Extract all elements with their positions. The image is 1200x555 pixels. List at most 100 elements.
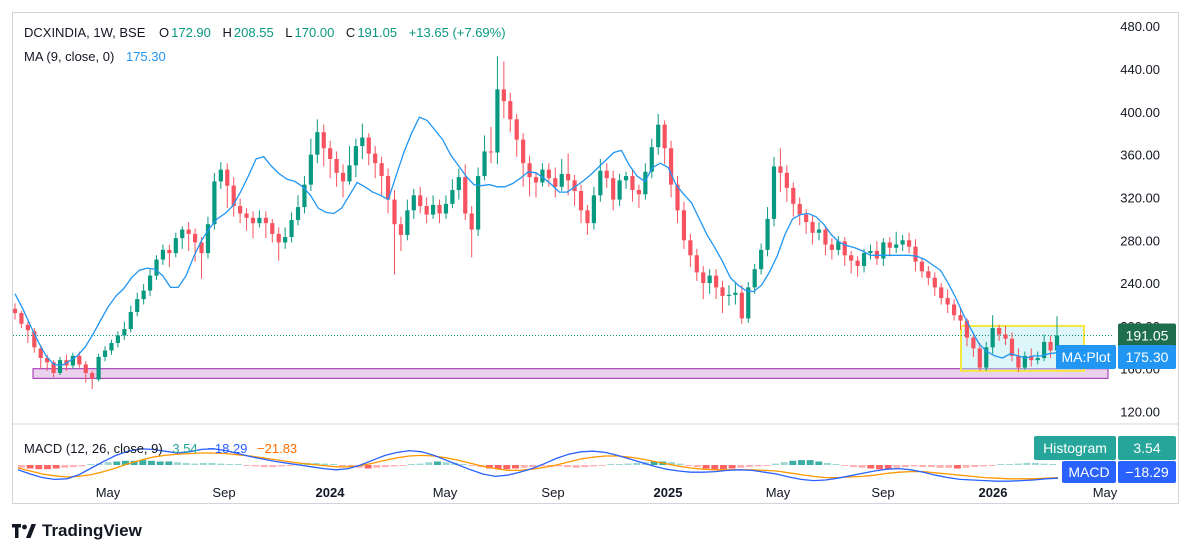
candle-body [212, 181, 217, 225]
histogram-value-badge-bg [1118, 436, 1176, 460]
x-tick-label: May [766, 485, 791, 500]
candle-body [51, 362, 56, 373]
candle-body [205, 224, 211, 254]
macd-histogram-bar [572, 465, 580, 468]
candle-body [598, 170, 603, 196]
candle-body [315, 132, 320, 155]
candle-body [1003, 334, 1008, 339]
x-tick-label: May [1093, 485, 1118, 500]
macd-histogram-bar [61, 465, 69, 468]
candle-body [849, 255, 854, 261]
candle-body [430, 204, 436, 215]
macd-histogram-bar [321, 463, 329, 465]
macd-histogram-bar [486, 465, 493, 469]
macd-histogram-bar [373, 465, 381, 468]
last-price-badge-bg [1118, 323, 1176, 348]
candle-body [971, 337, 976, 349]
macd-histogram-bar [564, 465, 571, 468]
candle-body [13, 308, 18, 314]
candle-body [1029, 355, 1034, 361]
candle-body [701, 272, 706, 284]
candle-body [926, 271, 931, 278]
macd-histogram-bar [425, 462, 433, 465]
macd-histogram-bar [494, 465, 502, 470]
histogram-name-badge-bg [1034, 436, 1116, 460]
candle-body [199, 242, 204, 254]
symbol-title[interactable]: DCXINDIA, 1W, BSE [24, 25, 146, 40]
macd-histogram-bar [980, 465, 987, 467]
macd-histogram-bar [312, 462, 320, 465]
candle-body [726, 294, 732, 296]
macd-name-badge: MACD [1068, 464, 1109, 480]
macd-histogram-bar [763, 465, 771, 466]
tradingview-logo-icon[interactable] [12, 524, 36, 538]
macd-histogram-bar [78, 465, 86, 467]
ma-label: MA (9, close, 0) [24, 49, 115, 64]
candle-body [128, 311, 133, 330]
candle-body [739, 292, 744, 319]
candle-body [302, 184, 307, 208]
candle-body [810, 222, 815, 233]
ma-line [14, 116, 1058, 367]
candle-body [295, 207, 301, 220]
candle-body [945, 298, 950, 305]
candle-body [681, 210, 687, 241]
candle-body [283, 237, 288, 243]
candle-body [321, 132, 326, 149]
candle-body [630, 176, 635, 190]
price-chart[interactable]: 480.00 440.00 400.00 360.00 320.00 280.00 240.… [13, 13, 1178, 503]
candle-body [617, 180, 622, 200]
histogram-value-badge: 3.54 [1133, 440, 1160, 456]
candle-body [437, 204, 442, 214]
candle-body [398, 224, 404, 235]
macd-histogram-bar [772, 463, 779, 465]
candle-body [990, 328, 995, 348]
macd-histogram-bar [607, 464, 615, 465]
y-tick-label: 440.00 [1120, 62, 1160, 77]
candle-body [752, 269, 757, 288]
candle-body [778, 166, 783, 173]
candle-body [450, 189, 455, 204]
last-price-badge: 191.05 [1126, 327, 1169, 343]
candle-body [662, 124, 667, 149]
macd-histogram-bar [884, 465, 892, 469]
candle-body [540, 169, 545, 183]
chart-frame: 480.00 440.00 400.00 360.00 320.00 280.00 240.… [12, 12, 1179, 504]
macd-legend[interactable]: MACD (12, 26, close, 9) 3.54 −18.29 −21.… [24, 441, 299, 456]
candle-body [527, 163, 532, 178]
x-tick-label: 2025 [654, 485, 683, 500]
candle-body [154, 259, 159, 276]
macd-histogram-bar [841, 465, 849, 466]
candle-body [997, 328, 1002, 335]
macd-histogram-bar [87, 464, 95, 465]
candle-body [553, 178, 558, 187]
ma-legend[interactable]: MA (9, close, 0) 175.30 [24, 49, 168, 64]
candle-body [855, 260, 860, 266]
macd-histogram-bar [52, 465, 60, 469]
candle-body [488, 151, 494, 153]
macd-histogram-bar [832, 464, 840, 465]
candle-body [939, 287, 944, 299]
close-value: 191.05 [357, 25, 398, 40]
candle-body [160, 249, 166, 260]
candle-body [366, 137, 371, 154]
candle-body [804, 214, 809, 223]
macd-histogram-bar [148, 460, 155, 465]
macd-histogram-bar [182, 462, 190, 465]
x-tick-label: 2026 [979, 485, 1008, 500]
candle-body [906, 240, 912, 247]
candle-body [96, 356, 101, 380]
high-value: 208.55 [233, 25, 274, 40]
macd-histogram-bar [208, 462, 216, 465]
candle-body [186, 229, 191, 234]
candle-body [668, 148, 674, 185]
candle-body [270, 223, 275, 234]
macd-histogram-bar [390, 465, 398, 467]
macd-histogram-bar [668, 462, 675, 465]
candle-body [109, 343, 114, 351]
macd-line-value: −18.29 [207, 441, 248, 456]
candle-body [643, 171, 648, 195]
macd-histogram-bar [815, 461, 823, 465]
macd-histogram-bar [252, 465, 259, 467]
brand-name[interactable]: TradingView [42, 521, 142, 540]
